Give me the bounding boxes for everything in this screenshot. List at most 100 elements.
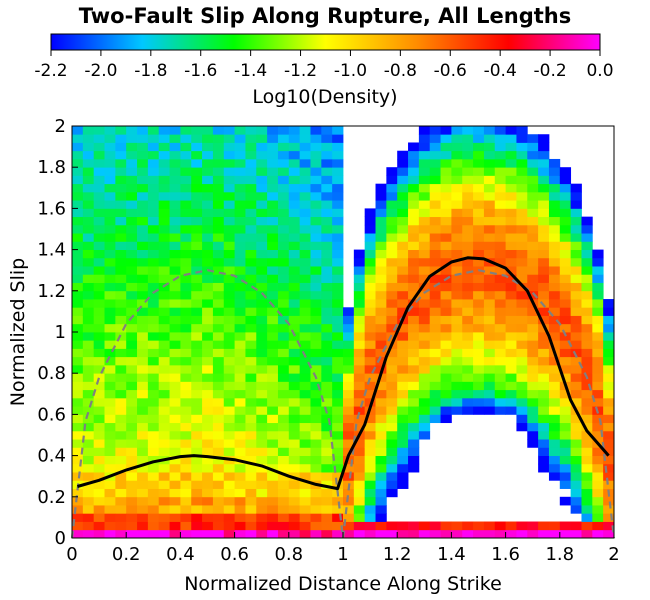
heatmap-cell — [332, 208, 344, 218]
heatmap-cell — [104, 191, 116, 201]
heatmap-cell — [202, 191, 214, 201]
heatmap-cell — [429, 167, 441, 176]
heatmap-cell — [332, 439, 344, 448]
heatmap-cell — [375, 381, 387, 391]
heatmap-cell — [277, 257, 290, 267]
heatmap-cell — [538, 406, 550, 415]
heatmap-cell — [527, 241, 539, 250]
heatmap-cell — [310, 447, 322, 456]
heatmap-cell — [202, 224, 214, 234]
heatmap-cell — [570, 529, 582, 539]
heatmap-cell — [169, 266, 181, 275]
heatmap-cell — [364, 496, 376, 506]
heatmap-cell — [137, 406, 149, 415]
heatmap-cell — [104, 323, 116, 333]
heatmap-cell — [93, 529, 105, 539]
heatmap-cell — [267, 282, 279, 292]
heatmap-cell — [267, 158, 279, 168]
heatmap-cell — [343, 463, 355, 473]
heatmap-cell — [570, 249, 582, 259]
heatmap-cell — [408, 200, 420, 209]
y-tick-label: 0.4 — [37, 446, 66, 467]
heatmap-cell — [147, 472, 160, 481]
heatmap-cell — [310, 472, 322, 481]
heatmap-cell — [191, 332, 203, 341]
heatmap-cell — [93, 249, 105, 259]
heatmap-cell — [277, 233, 290, 242]
heatmap-cell — [72, 373, 84, 382]
heatmap-cell — [527, 134, 539, 143]
heatmap-cell — [104, 150, 116, 160]
heatmap-cell — [158, 332, 170, 341]
heatmap-cell — [451, 126, 463, 135]
heatmap-cell — [288, 249, 301, 259]
heatmap-cell — [256, 496, 268, 506]
heatmap-cell — [82, 274, 95, 283]
heatmap-cell — [538, 447, 550, 456]
heatmap-cell — [245, 233, 257, 242]
heatmap-cell — [104, 134, 116, 143]
heatmap-cell — [299, 414, 311, 424]
heatmap-cell — [559, 299, 572, 308]
heatmap-cell — [72, 397, 84, 407]
heatmap-cell — [375, 414, 387, 424]
heatmap-cell — [277, 216, 290, 226]
heatmap-cell — [104, 200, 116, 209]
heatmap-cell — [310, 332, 322, 341]
heatmap-cell — [353, 488, 366, 498]
heatmap-cell — [321, 430, 333, 440]
heatmap-cell — [364, 513, 376, 522]
heatmap-cell — [288, 414, 301, 424]
heatmap-cell — [288, 175, 301, 185]
heatmap-cell — [169, 488, 181, 498]
heatmap-cell — [527, 233, 539, 242]
heatmap-cell — [223, 167, 235, 176]
heatmap-cell — [386, 348, 398, 358]
heatmap-cell — [538, 257, 550, 267]
heatmap-cell — [592, 529, 604, 539]
heatmap-cell — [570, 191, 582, 201]
heatmap-cell — [321, 480, 333, 489]
heatmap-cell — [212, 233, 225, 242]
heatmap-cell — [288, 266, 301, 275]
heatmap-cell — [397, 323, 409, 333]
heatmap-cell — [332, 406, 344, 415]
heatmap-cell — [277, 332, 290, 341]
heatmap-cell — [592, 249, 604, 259]
heatmap-cell — [462, 134, 474, 143]
heatmap-cell — [277, 249, 290, 259]
heatmap-cell — [126, 397, 138, 407]
heatmap-cell — [440, 315, 452, 325]
heatmap-cell — [180, 150, 192, 160]
heatmap-cell — [483, 381, 496, 391]
heatmap-cell — [245, 126, 257, 135]
heatmap-cell — [418, 332, 431, 341]
heatmap-cell — [473, 224, 485, 234]
heatmap-cell — [147, 208, 160, 218]
heatmap-cell — [538, 463, 550, 473]
heatmap-cell — [104, 430, 116, 440]
heatmap-cell — [288, 505, 301, 514]
heatmap-cell — [386, 307, 398, 316]
heatmap-cell — [581, 241, 593, 250]
heatmap-cell — [375, 348, 387, 358]
heatmap-cell — [147, 332, 160, 341]
heatmap-cell — [462, 364, 474, 374]
heatmap-cell — [321, 397, 333, 407]
heatmap-cell — [223, 233, 235, 242]
heatmap-cell — [267, 274, 279, 283]
heatmap-cell — [169, 208, 181, 218]
heatmap-cell — [353, 529, 366, 539]
heatmap-cell — [494, 521, 506, 531]
heatmap-cell — [72, 529, 84, 539]
heatmap-cell — [72, 406, 84, 415]
heatmap-cell — [353, 323, 366, 333]
heatmap-cell — [158, 224, 170, 234]
heatmap-cell — [408, 307, 420, 316]
heatmap-cell — [82, 348, 95, 358]
heatmap-cell — [223, 373, 235, 382]
heatmap-cell — [223, 315, 235, 325]
heatmap-cell — [451, 257, 463, 267]
heatmap-cell — [310, 167, 322, 176]
heatmap-cell — [603, 373, 615, 382]
